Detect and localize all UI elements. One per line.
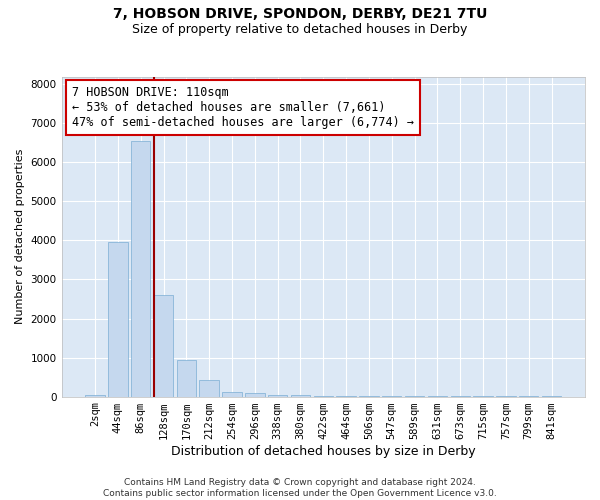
- Text: Contains HM Land Registry data © Crown copyright and database right 2024.
Contai: Contains HM Land Registry data © Crown c…: [103, 478, 497, 498]
- Text: Size of property relative to detached houses in Derby: Size of property relative to detached ho…: [133, 22, 467, 36]
- Bar: [268, 395, 287, 396]
- Bar: [85, 394, 105, 396]
- Bar: [199, 380, 219, 396]
- Bar: [291, 395, 310, 396]
- Y-axis label: Number of detached properties: Number of detached properties: [15, 149, 25, 324]
- Bar: [108, 242, 128, 396]
- Bar: [222, 392, 242, 396]
- X-axis label: Distribution of detached houses by size in Derby: Distribution of detached houses by size …: [171, 444, 476, 458]
- Bar: [176, 360, 196, 397]
- Bar: [131, 141, 151, 397]
- Bar: [245, 393, 265, 396]
- Text: 7, HOBSON DRIVE, SPONDON, DERBY, DE21 7TU: 7, HOBSON DRIVE, SPONDON, DERBY, DE21 7T…: [113, 8, 487, 22]
- Bar: [154, 295, 173, 396]
- Text: 7 HOBSON DRIVE: 110sqm
← 53% of detached houses are smaller (7,661)
47% of semi-: 7 HOBSON DRIVE: 110sqm ← 53% of detached…: [72, 86, 414, 129]
